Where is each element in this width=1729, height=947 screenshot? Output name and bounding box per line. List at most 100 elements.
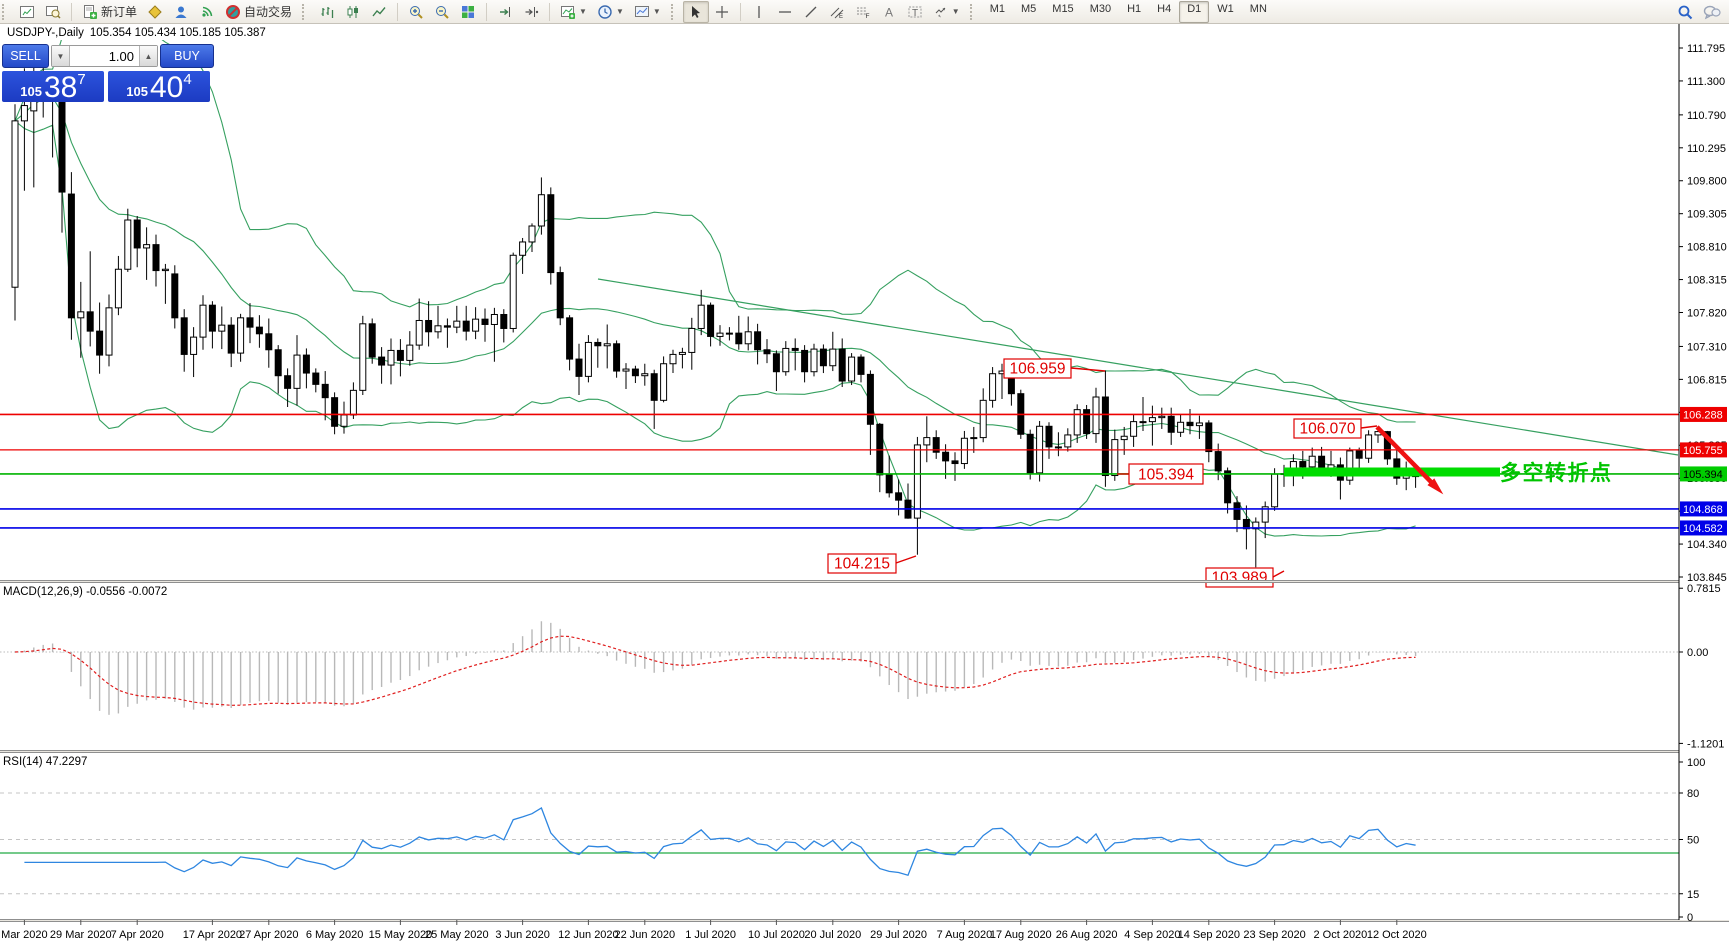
sell-price-prefix: 105: [20, 84, 42, 99]
sell-button[interactable]: SELL: [2, 44, 49, 68]
price-annotation-104.215[interactable]: 104.215: [827, 553, 917, 574]
candle-body: [725, 332, 733, 335]
volume-increase-button[interactable]: ▲: [139, 46, 157, 66]
price-annotation-105.394[interactable]: 105.394: [1117, 463, 1204, 485]
trend-arrow[interactable]: [1375, 425, 1439, 490]
crosshair-icon: [715, 5, 728, 18]
text-button[interactable]: A: [876, 1, 902, 23]
bars-chart-button[interactable]: [314, 1, 340, 23]
volume-input[interactable]: 1.00: [108, 49, 134, 64]
candle-body: [584, 341, 592, 377]
candle-body: [218, 324, 226, 332]
separator-main-macd[interactable]: [0, 580, 1729, 583]
price-axis[interactable]: 111.795 111.300 110.790 110.295 109.800 109.3…: [1678, 24, 1729, 924]
date-label: 12 Oct 2020: [1367, 929, 1427, 941]
chat-icon[interactable]: [1703, 4, 1721, 20]
candle-body: [942, 451, 950, 462]
indicators-button[interactable]: ▼: [555, 1, 592, 23]
separator-rsi-dates[interactable]: [0, 919, 1729, 922]
candle-body: [1308, 455, 1316, 468]
separator-macd-rsi[interactable]: [0, 750, 1729, 753]
auto-scroll-button[interactable]: [492, 1, 518, 23]
line-chart-button[interactable]: [366, 1, 392, 23]
tile-windows-button[interactable]: [455, 1, 481, 23]
arrow-objects-button[interactable]: ▼: [928, 1, 965, 23]
price-annotation-103.989[interactable]: 103.989: [1205, 567, 1285, 588]
candle-body: [923, 437, 931, 446]
timeframe-m30-button[interactable]: M30: [1089, 2, 1112, 15]
metaeditor-button[interactable]: [142, 1, 168, 23]
cursor-button[interactable]: [682, 0, 709, 23]
annotation-connector: [1070, 367, 1106, 372]
candle-body: [528, 225, 536, 243]
dropdown-caret: ▼: [579, 7, 587, 16]
zoom-out-button[interactable]: [429, 1, 455, 23]
descending-trendline[interactable]: [597, 278, 1679, 456]
toolbar-grip[interactable]: [670, 3, 678, 20]
candle-body: [791, 347, 799, 351]
price-badge-label: 105.755: [1683, 445, 1723, 457]
candlestick-chart-icon: [347, 5, 359, 18]
search-icon[interactable]: [1677, 4, 1693, 20]
periods-button[interactable]: ▼: [592, 1, 629, 23]
trendline-button[interactable]: [798, 1, 824, 23]
timeframe-w1-button[interactable]: W1: [1217, 2, 1234, 15]
support-zone-bar[interactable]: [1284, 467, 1500, 477]
candlestick-chart-button[interactable]: [340, 1, 366, 23]
toolbar-grip[interactable]: [969, 3, 977, 20]
annotation-connector: [1272, 570, 1285, 578]
candle-body: [613, 343, 621, 372]
timeframe-d1-button[interactable]: D1: [1179, 0, 1210, 23]
candle-body: [171, 273, 179, 319]
zoom-in-button[interactable]: [403, 1, 429, 23]
timeframe-m15-button[interactable]: M15: [1052, 2, 1074, 15]
candle-body: [772, 353, 780, 373]
candle-body: [1346, 450, 1354, 481]
date-label: 26 Aug 2020: [1056, 929, 1118, 941]
candle-body: [735, 332, 743, 345]
templates-button[interactable]: ▼: [629, 1, 666, 23]
indicators-icon: [561, 5, 576, 19]
timeframe-h4-button[interactable]: H4: [1157, 2, 1172, 15]
bars-chart-icon: [321, 6, 334, 18]
timeframe-m5-button[interactable]: M5: [1021, 2, 1037, 15]
timeframe-h1-button[interactable]: H1: [1127, 2, 1142, 15]
candle-body: [255, 326, 263, 335]
new-order-button[interactable]: 新订单: [77, 1, 142, 23]
chart-shift-button[interactable]: [518, 1, 544, 23]
annotation-text: 105.394: [1138, 467, 1194, 484]
candle-body: [490, 313, 498, 325]
periods-clock-icon: [598, 4, 612, 19]
equidistant-channel-button[interactable]: E: [824, 1, 850, 23]
auto-scroll-icon: [500, 6, 511, 17]
community-button[interactable]: [168, 1, 194, 23]
toolbar-grip[interactable]: [302, 3, 309, 20]
price-annotation-106.070[interactable]: 106.070: [1293, 418, 1378, 439]
buy-price-sup: 4: [183, 71, 192, 88]
timeframe-mn-button[interactable]: MN: [1249, 2, 1267, 15]
price-annotation-106.959[interactable]: 106.959: [1003, 358, 1106, 379]
sell-price-display[interactable]: 105 38 7: [2, 71, 104, 102]
pivot-point-text[interactable]: 多空转折点: [1500, 461, 1613, 485]
axis-tick-label: 103.845: [1687, 572, 1727, 584]
fibonacci-button[interactable]: F: [850, 1, 876, 23]
buy-button[interactable]: BUY: [160, 44, 214, 68]
candle-body: [1111, 439, 1119, 477]
buy-price-display[interactable]: 105 40 4: [108, 71, 210, 102]
vertical-line-button[interactable]: [746, 1, 772, 23]
timeframe-m1-button[interactable]: M1: [989, 2, 1005, 15]
toolbar-grip[interactable]: [2, 3, 9, 20]
toolbar-separator: [739, 2, 741, 21]
signals-button[interactable]: [194, 1, 220, 23]
profiles-button[interactable]: [40, 1, 66, 23]
zoom-out-icon: [436, 5, 449, 19]
volume-box: ▼ 1.00 ▲: [51, 45, 158, 67]
volume-decrease-button[interactable]: ▼: [52, 46, 70, 66]
autotrading-button[interactable]: 自动交易: [220, 1, 297, 23]
new-chart-button[interactable]: [14, 1, 40, 23]
text-label-button[interactable]: T: [902, 1, 928, 23]
crosshair-button[interactable]: [709, 1, 735, 23]
horizontal-line-button[interactable]: [772, 1, 798, 23]
